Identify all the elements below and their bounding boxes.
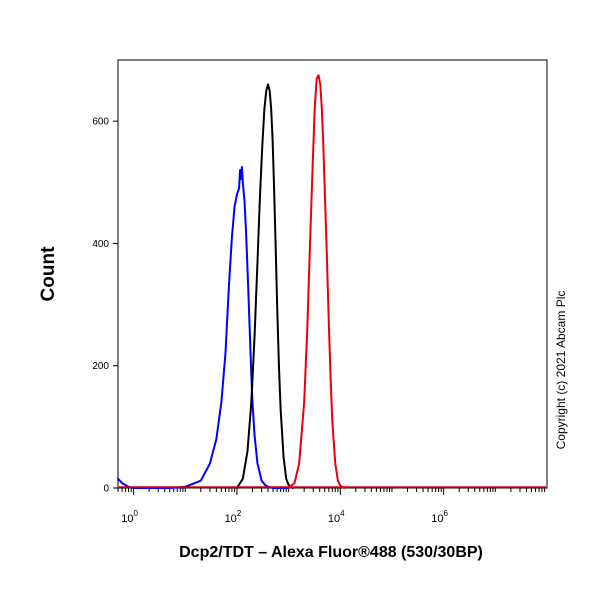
- x-tick-label: 104: [328, 509, 345, 525]
- series-line-3: [287, 74, 346, 489]
- series-layer: [117, 74, 546, 489]
- y-tick-label: 0: [103, 484, 109, 495]
- y-tick-label: 400: [92, 239, 109, 250]
- x-axis-ticks: 100 102 104 106: [117, 488, 546, 525]
- x-tick-label: 100: [121, 509, 138, 525]
- y-axis-title: Count: [38, 246, 59, 302]
- x-axis-title: Dcp2/TDT – Alexa Fluor®488 (530/30BP): [179, 544, 483, 561]
- series-line-1: [117, 166, 290, 489]
- y-tick-label: 200: [92, 361, 109, 372]
- y-axis-ticks: 0 200 400 600: [92, 117, 118, 495]
- x-tick-label: 106: [431, 509, 448, 525]
- series-line-2: [235, 83, 294, 489]
- x-tick-label: 102: [225, 509, 242, 525]
- copyright-annotation: Copyright (c) 2021 Abcam Plc: [554, 291, 568, 450]
- y-tick-label: 600: [92, 117, 109, 128]
